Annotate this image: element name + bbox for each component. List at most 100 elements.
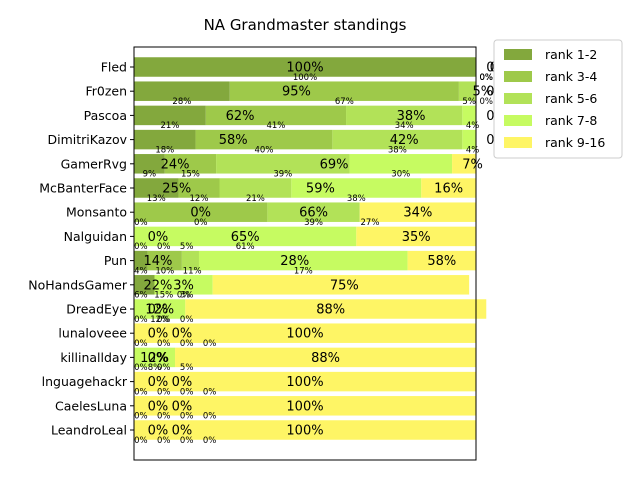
- bar-label-main: 58%: [427, 254, 456, 269]
- bar-segment-McBanterFace-series-4: [291, 178, 422, 198]
- bar-label-main: 12%: [140, 351, 169, 366]
- bar-label-main: 100%: [286, 424, 323, 439]
- bar-label-sub: 100%: [293, 73, 317, 83]
- bar-segment-DreadEye-series-5: [185, 299, 487, 319]
- bar-segment-Pun-series-1: [134, 250, 148, 271]
- bar-segment-NoHandsGamer-series-1: [134, 275, 155, 295]
- y-tick-label: DreadEye: [66, 302, 127, 317]
- bar-label-sub: 0%: [157, 412, 171, 422]
- legend-label-5: rank 9-16: [545, 135, 605, 150]
- bar-label-main: 42%: [390, 133, 419, 148]
- bar-label-main: 66%: [299, 206, 328, 221]
- bar-label-sub: 0%: [134, 412, 148, 422]
- bar-segment-Fr0zen-series-1: [134, 81, 230, 101]
- bar-label-sub: 28%: [172, 97, 191, 107]
- bar-label-sub: 0%: [194, 218, 208, 228]
- bar-segment-GamerRvg-series-3: [216, 154, 350, 174]
- bar-label-sub: 40%: [255, 145, 274, 155]
- bar-segment-Pun-series-3: [181, 250, 199, 271]
- bar-label-sub: 0%: [203, 387, 217, 397]
- bar-label-main: 95%: [282, 85, 311, 100]
- bar-label-sub: 21%: [246, 194, 265, 204]
- bar-label-sub: 0%: [134, 339, 148, 349]
- bar-segment-killinallday-series-5: [175, 347, 477, 368]
- bar-segment-McBanterFace-series-2: [178, 178, 220, 198]
- bar-label-main: 28%: [280, 254, 309, 269]
- legend-label-1: rank 1-2: [545, 47, 597, 62]
- bar-label-sub: 10%: [155, 266, 174, 276]
- bar-segment-McBanterFace-series-3: [219, 178, 292, 198]
- bar-segment-McBanterFace-series-1: [134, 178, 179, 198]
- bar-label-main: 69%: [320, 157, 349, 172]
- bar-label-main: 0%: [172, 399, 193, 414]
- bar-label-main: 88%: [316, 303, 345, 318]
- bar-segment-Monsanto-series-5: [359, 202, 476, 222]
- bar-label-main: 88%: [311, 351, 340, 366]
- y-tick-label: Nalguidan: [64, 229, 127, 244]
- bar-label-main: 7%: [462, 157, 483, 172]
- bar-label-sub: 11%: [183, 266, 202, 276]
- bar-label-main: 100%: [286, 375, 323, 390]
- bar-label-sub: 15%: [154, 291, 173, 301]
- bar-label-sub: 12%: [190, 194, 209, 204]
- bar-label-sub: 9%: [143, 170, 157, 180]
- bar-label-sub: 5%: [462, 97, 476, 107]
- bar-label-main: 0%: [190, 206, 211, 221]
- bar-label-main: 100%: [286, 399, 323, 414]
- chart-title: NA Grandmaster standings: [204, 16, 407, 34]
- bar-label-sub: 38%: [388, 145, 407, 155]
- bar-segment-DreadEye-series-4: [134, 299, 186, 319]
- bar-label-sub: 8%: [148, 363, 162, 373]
- bar-segment-lunaloveee-series-5: [134, 323, 476, 343]
- bar-segment-Fr0zen-series-3: [458, 81, 476, 101]
- bar-label-sub: 34%: [395, 121, 414, 131]
- bar-label-sub: 13%: [147, 194, 166, 204]
- bar-label-sub: 0%: [134, 387, 148, 397]
- bar-label-sub: 0%: [480, 73, 494, 83]
- legend-swatch-4: [504, 115, 532, 126]
- bar-label-sub: 4%: [466, 145, 480, 155]
- bar-label-main: 65%: [231, 230, 260, 245]
- bar-label-sub: 0%: [480, 73, 494, 83]
- bar-label-sub: 0%: [480, 73, 494, 83]
- bar-label-sub: 18%: [155, 145, 174, 155]
- y-tick-label: McBanterFace: [39, 181, 127, 196]
- bar-segment-DimitriKazov-series-1: [134, 129, 196, 150]
- bar-label-main: 58%: [219, 133, 248, 148]
- bar-label-sub: 21%: [160, 121, 179, 131]
- bar-label-main: 0%: [148, 303, 169, 318]
- bar-label-sub: 0%: [180, 339, 194, 349]
- legend-swatch-1: [504, 49, 532, 60]
- bar-label-sub: 0%: [480, 97, 494, 107]
- bar-segment-DimitriKazov-series-3: [332, 129, 463, 150]
- bar-label-main: 59%: [306, 182, 335, 197]
- bar-segment-DimitriKazov-series-4: [462, 129, 476, 150]
- bar-segment-McBanterFace-series-5: [421, 178, 476, 198]
- bar-segment-Pun-series-2: [147, 250, 182, 271]
- legend-label-2: rank 3-4: [545, 69, 597, 84]
- y-tick-label: Fled: [101, 60, 127, 75]
- bar-label-sub: 5%: [180, 363, 194, 373]
- bars-layer: [134, 57, 487, 440]
- bar-label-sub: 17%: [294, 266, 313, 276]
- y-tick-label: Fr0zen: [85, 84, 127, 99]
- bar-label-sub: 0%: [157, 242, 171, 252]
- bar-segment-Pun-series-4: [198, 250, 408, 271]
- bar-label-sub: 0%: [180, 436, 194, 446]
- legend: rank 1-2 rank 3-4 rank 5-6 rank 7-8 rank 9-1…: [493, 39, 623, 159]
- plot-frame: [133, 46, 477, 461]
- bar-label-main: 0%: [148, 230, 169, 245]
- y-tick-label: lunaloveee: [58, 326, 127, 341]
- bar-label-main: 16%: [434, 182, 463, 197]
- bar-label-sub: 39%: [273, 170, 292, 180]
- bar-label-sub: 0%: [180, 387, 194, 397]
- bar-label-sub: 0%: [157, 363, 171, 373]
- bar-label-sub: 0%: [134, 436, 148, 446]
- bar-segment-NoHandsGamer-series-4: [154, 275, 213, 295]
- bar-label-main: 0%: [148, 399, 169, 414]
- bar-label-sub: 6%: [134, 291, 148, 301]
- bar-label-main: 100%: [286, 327, 323, 342]
- bar-label-sub: 61%: [236, 242, 255, 252]
- bar-label-main: 0%: [172, 424, 193, 439]
